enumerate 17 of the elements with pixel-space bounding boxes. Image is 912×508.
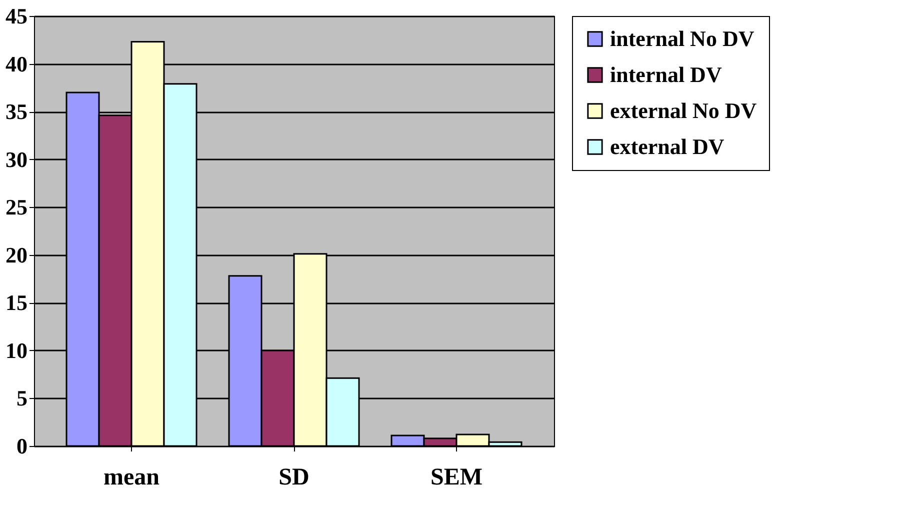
legend-label: internal DV — [610, 62, 722, 87]
y-tick-label: 25 — [6, 194, 28, 220]
x-tick-label: SEM — [430, 464, 483, 490]
x-tick-label: mean — [104, 464, 160, 490]
y-tick-label: 20 — [6, 242, 28, 268]
y-tick-label: 10 — [6, 338, 28, 363]
y-tick-label: 35 — [6, 99, 28, 124]
y-tick-label: 0 — [16, 434, 28, 458]
x-tick-label: SD — [278, 464, 310, 490]
y-tick-label: 45 — [6, 4, 28, 28]
legend-label: internal No DV — [610, 26, 754, 51]
legend-label: external DV — [610, 134, 724, 159]
y-tick-label: 15 — [6, 290, 28, 316]
legend-label: external No DV — [610, 98, 757, 123]
y-tick-label: 40 — [6, 51, 28, 76]
y-tick-label: 30 — [6, 146, 28, 172]
y-tick-label: 5 — [16, 386, 28, 411]
